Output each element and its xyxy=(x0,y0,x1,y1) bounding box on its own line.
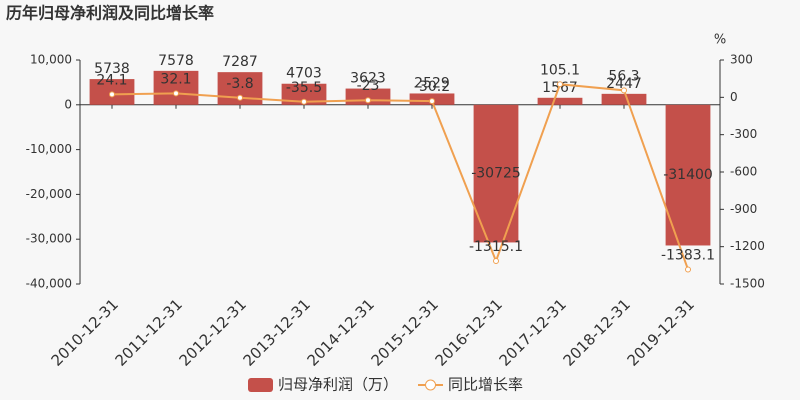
bar xyxy=(537,97,583,105)
y2-tick-label: -1200 xyxy=(730,239,765,253)
bar-value-label: 7578 xyxy=(158,53,194,69)
line-point xyxy=(237,94,243,101)
y2-tick-label: -1500 xyxy=(730,277,765,291)
line-value-label: -30.2 xyxy=(414,79,450,95)
bar xyxy=(601,93,647,105)
bar-value-label: 7287 xyxy=(222,54,258,70)
x-tick-label: 2011-12-31 xyxy=(112,295,186,369)
legend-swatch[interactable] xyxy=(248,378,273,392)
line-value-label: -35.5 xyxy=(286,80,322,96)
x-tick-label: 2010-12-31 xyxy=(48,295,122,369)
line-value-label: 105.1 xyxy=(540,62,580,78)
line-value-label: -23 xyxy=(357,78,380,94)
line-value-label: -1383.1 xyxy=(661,247,715,263)
legend-label[interactable]: 同比增长率 xyxy=(448,376,523,394)
legend-label[interactable]: 归母净利润（万） xyxy=(278,376,398,394)
bar-value-label: 3623 xyxy=(350,71,386,87)
x-tick-label: 2013-12-31 xyxy=(240,295,314,369)
line-value-label: 56.3 xyxy=(608,68,639,84)
line-point xyxy=(493,257,499,264)
y-tick-label: -40,000 xyxy=(26,277,72,291)
bar-value-label: 1567 xyxy=(542,80,578,96)
line-point xyxy=(621,87,627,94)
y2-tick-label: -300 xyxy=(730,127,757,141)
y2-tick-label: -900 xyxy=(730,202,757,216)
y2-tick-label: -600 xyxy=(730,165,757,179)
y2-unit: % xyxy=(714,33,726,48)
line-value-label: -3.8 xyxy=(226,76,253,92)
y-tick-label: 10,000 xyxy=(30,53,72,67)
line-value-label: -1315.1 xyxy=(469,239,523,255)
line-point xyxy=(301,98,307,105)
line xyxy=(111,83,689,270)
y2-tick-label: 0 xyxy=(730,90,738,104)
x-tick-label: 2012-12-31 xyxy=(176,295,250,369)
line-point xyxy=(109,91,115,98)
line-value-label: 32.1 xyxy=(160,71,191,87)
line-point xyxy=(685,266,691,273)
x-tick-label: 2018-12-31 xyxy=(560,295,634,369)
x-tick-label: 2015-12-31 xyxy=(368,295,442,369)
bar-value-label: 2529 xyxy=(414,75,450,91)
y-tick-label: 0 xyxy=(64,97,72,111)
y-tick-label: -20,000 xyxy=(26,187,72,201)
y-tick-label: -30,000 xyxy=(26,232,72,246)
line-value-label: 24.1 xyxy=(96,72,127,88)
line-point xyxy=(557,81,563,88)
bar-value-label: 4703 xyxy=(286,66,322,82)
line-point xyxy=(365,97,371,104)
line-point xyxy=(429,98,435,105)
y2-tick-label: 300 xyxy=(730,53,753,67)
x-tick-label: 2017-12-31 xyxy=(496,295,570,369)
line-point xyxy=(173,90,179,97)
legend-swatch[interactable] xyxy=(425,379,437,391)
bar xyxy=(281,83,327,105)
x-tick-label: 2016-12-31 xyxy=(432,295,506,369)
chart-title: 历年归母净利润及同比增长率 xyxy=(6,4,214,23)
bar-value-label: 2447 xyxy=(606,76,642,92)
bar xyxy=(665,104,711,246)
bar-value-label: 5738 xyxy=(94,61,130,77)
x-tick-label: 2014-12-31 xyxy=(304,295,378,369)
bar xyxy=(153,70,199,105)
bar-value-label: -31400 xyxy=(663,167,713,183)
bar-value-label: -30725 xyxy=(471,166,521,182)
y-tick-label: -10,000 xyxy=(26,142,72,156)
x-tick-label: 2019-12-31 xyxy=(624,295,698,369)
